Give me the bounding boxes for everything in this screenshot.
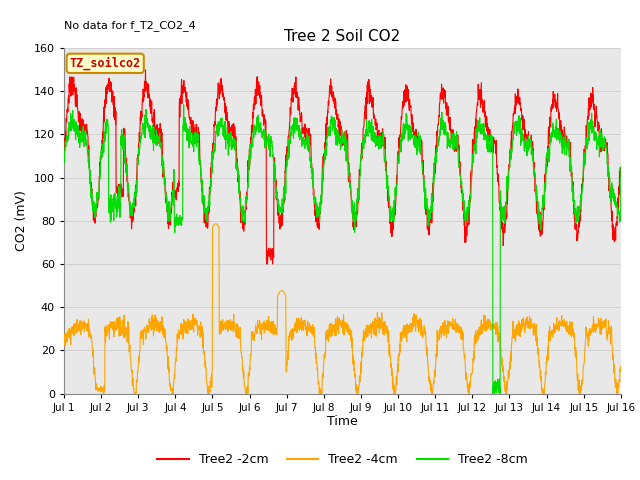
Text: TZ_soilco2: TZ_soilco2 [70, 57, 141, 70]
Legend: Tree2 -2cm, Tree2 -4cm, Tree2 -8cm: Tree2 -2cm, Tree2 -4cm, Tree2 -8cm [152, 448, 532, 471]
Text: No data for f_T2_CO2_4: No data for f_T2_CO2_4 [64, 20, 196, 31]
Y-axis label: CO2 (mV): CO2 (mV) [15, 191, 28, 251]
X-axis label: Time: Time [327, 415, 358, 429]
Title: Tree 2 Soil CO2: Tree 2 Soil CO2 [284, 29, 401, 44]
